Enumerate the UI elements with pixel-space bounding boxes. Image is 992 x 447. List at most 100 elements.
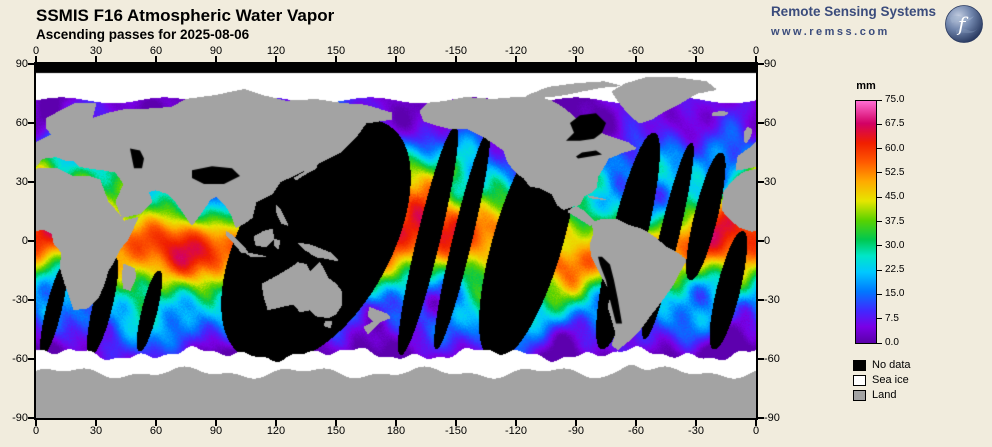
lon-tick-top bbox=[635, 56, 637, 62]
map-legend: No data Sea ice Land bbox=[853, 359, 911, 404]
lon-label-bottom: -30 bbox=[688, 425, 704, 437]
lon-tick-top bbox=[215, 56, 217, 62]
lat-label-right: 90 bbox=[764, 58, 777, 70]
lat-tick-left bbox=[28, 63, 34, 65]
colorbar-tick bbox=[877, 196, 882, 198]
colorbar-tick-label: 52.5 bbox=[885, 166, 905, 178]
lat-tick-left bbox=[28, 240, 34, 242]
lat-label-right: 30 bbox=[764, 176, 777, 188]
legend-item: No data bbox=[853, 359, 911, 371]
lon-label-top: -60 bbox=[628, 45, 644, 57]
lon-tick-bottom bbox=[695, 420, 697, 426]
legend-swatch bbox=[853, 359, 866, 371]
colorbar-tick-label: 15.0 bbox=[885, 288, 905, 300]
legend-swatch bbox=[853, 374, 866, 386]
colorbar-tick bbox=[877, 342, 882, 344]
lat-label-left: 90 bbox=[15, 58, 28, 70]
lon-tick-bottom bbox=[275, 420, 277, 426]
lon-label-bottom: -150 bbox=[444, 425, 468, 437]
colorbar-tick bbox=[877, 172, 882, 174]
legend-label: Sea ice bbox=[872, 374, 909, 386]
lon-label-bottom: 0 bbox=[32, 425, 40, 437]
colorbar-tick-label: 37.5 bbox=[885, 215, 905, 227]
lon-tick-top bbox=[275, 56, 277, 62]
lon-tick-bottom bbox=[635, 420, 637, 426]
lon-tick-top bbox=[515, 56, 517, 62]
water-vapor-map bbox=[36, 64, 756, 418]
colorbar-tick-label: 67.5 bbox=[885, 118, 905, 130]
colorbar bbox=[855, 100, 877, 344]
lon-tick-top bbox=[755, 56, 757, 62]
colorbar-tick bbox=[877, 293, 882, 295]
lon-tick-top bbox=[455, 56, 457, 62]
colorbar-tick-label: 60.0 bbox=[885, 142, 905, 154]
lat-tick-left bbox=[28, 358, 34, 360]
page-title: SSMIS F16 Atmospheric Water Vapor bbox=[36, 6, 335, 25]
colorbar-tick bbox=[877, 245, 882, 247]
colorbar-tick-label: 22.5 bbox=[885, 264, 905, 276]
lon-tick-top bbox=[335, 56, 337, 62]
lat-tick-right bbox=[758, 358, 764, 360]
lon-label-top: -120 bbox=[504, 45, 528, 57]
page-subtitle: Ascending passes for 2025-08-06 bbox=[36, 27, 250, 42]
legend-item: Land bbox=[853, 389, 911, 401]
lat-tick-left bbox=[28, 122, 34, 124]
lon-tick-bottom bbox=[455, 420, 457, 426]
colorbar-tick-label: 75.0 bbox=[885, 94, 905, 105]
colorbar-tick bbox=[877, 221, 882, 222]
colorbar-tick-label: 0.0 bbox=[885, 337, 899, 348]
brand-url-link[interactable]: www.remss.com bbox=[770, 26, 890, 38]
lon-label-bottom: -90 bbox=[568, 425, 584, 437]
lat-tick-right bbox=[758, 417, 764, 419]
lat-tick-left bbox=[28, 417, 34, 419]
lat-tick-right bbox=[758, 299, 764, 301]
colorbar-tick bbox=[877, 99, 882, 101]
brand-name: Remote Sensing Systems bbox=[770, 4, 936, 19]
lon-label-bottom: 90 bbox=[209, 425, 223, 437]
remss-globe-icon: f bbox=[945, 5, 983, 43]
lon-label-bottom: 120 bbox=[266, 425, 286, 437]
lat-tick-right bbox=[758, 63, 764, 65]
lon-label-top: 0 bbox=[32, 45, 40, 57]
lon-label-bottom: 180 bbox=[386, 425, 406, 437]
lon-tick-bottom bbox=[755, 420, 757, 426]
branding-text: Remote Sensing Systems www.remss.com bbox=[771, 4, 936, 38]
lon-label-bottom: 30 bbox=[89, 425, 103, 437]
legend-label: Land bbox=[872, 389, 897, 401]
lon-tick-top bbox=[35, 56, 37, 62]
lon-label-top: 60 bbox=[149, 45, 163, 57]
colorbar-tick bbox=[877, 148, 882, 150]
lon-label-top: 30 bbox=[89, 45, 103, 57]
lon-label-bottom: -120 bbox=[504, 425, 528, 437]
lat-label-left: -30 bbox=[12, 294, 28, 306]
lat-tick-left bbox=[28, 181, 34, 183]
lon-tick-top bbox=[575, 56, 577, 62]
lon-tick-top bbox=[395, 56, 397, 62]
lon-tick-bottom bbox=[155, 420, 157, 426]
lon-tick-bottom bbox=[575, 420, 577, 426]
lon-label-top: 120 bbox=[266, 45, 286, 57]
lat-label-right: -90 bbox=[764, 412, 780, 424]
lon-label-bottom: 60 bbox=[149, 425, 163, 437]
colorbar-tick-label: 7.5 bbox=[885, 312, 899, 324]
lat-tick-left bbox=[28, 299, 34, 301]
lat-label-left: -60 bbox=[12, 353, 28, 365]
map-frame bbox=[34, 62, 758, 420]
lon-tick-bottom bbox=[35, 420, 37, 426]
lon-tick-top bbox=[695, 56, 697, 62]
lon-label-top: 150 bbox=[326, 45, 346, 57]
lat-label-left: 0 bbox=[21, 235, 28, 247]
lat-label-left: 60 bbox=[15, 117, 28, 129]
colorbar-tick bbox=[877, 318, 882, 320]
colorbar-unit-label: mm bbox=[856, 80, 876, 92]
lat-label-left: 30 bbox=[15, 176, 28, 188]
lon-tick-top bbox=[95, 56, 97, 62]
legend-label: No data bbox=[872, 359, 911, 371]
colorbar-tick bbox=[877, 269, 882, 271]
lon-tick-bottom bbox=[335, 420, 337, 426]
lon-label-bottom: -60 bbox=[628, 425, 644, 437]
lon-label-bottom: 0 bbox=[752, 425, 760, 437]
lon-tick-bottom bbox=[395, 420, 397, 426]
lon-label-top: -90 bbox=[568, 45, 584, 57]
